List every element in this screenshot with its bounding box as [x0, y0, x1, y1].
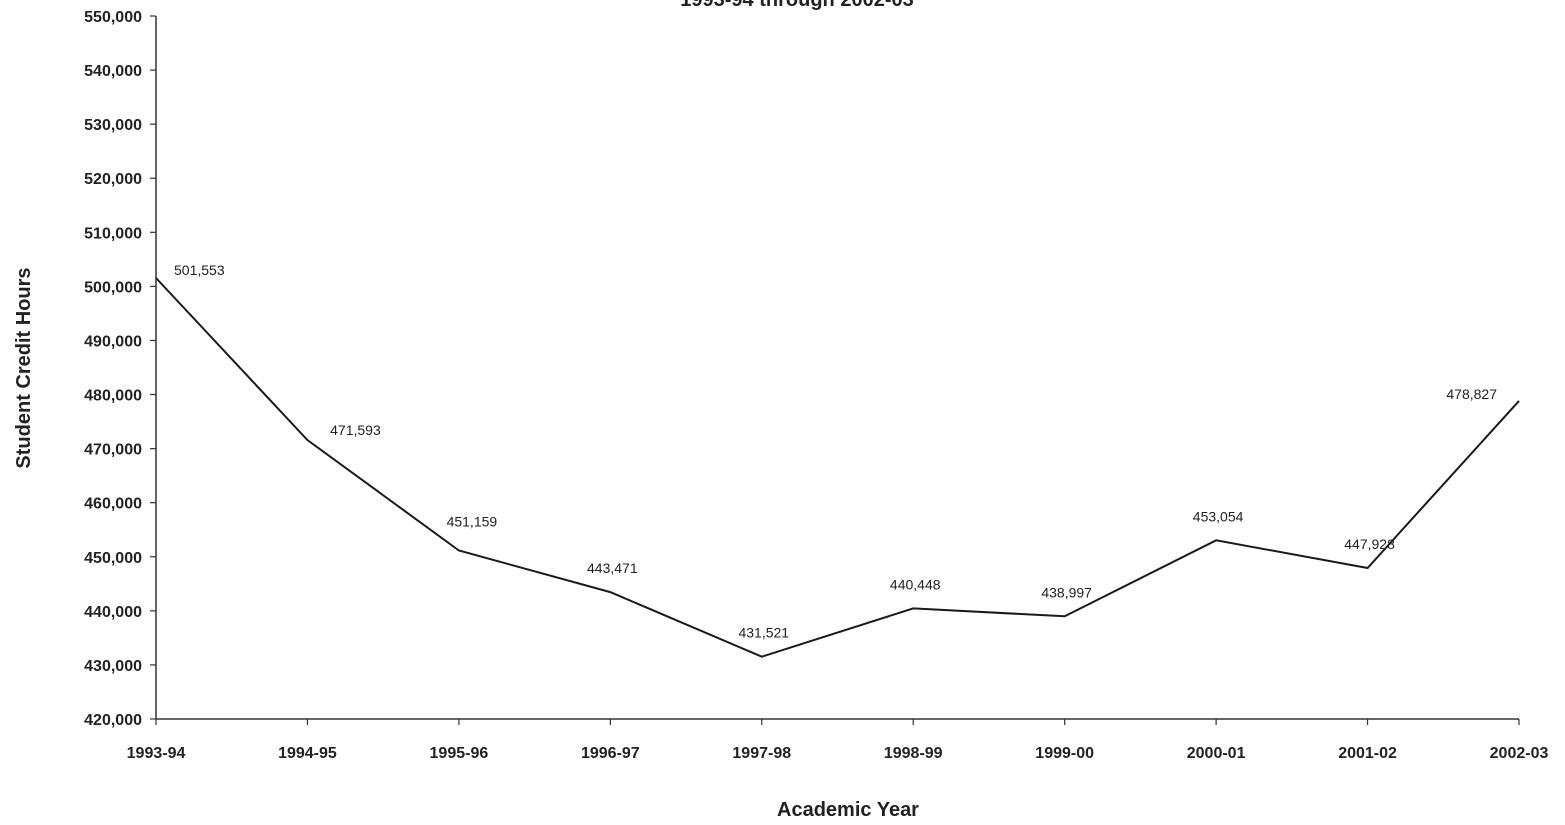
y-tick-label: 460,000: [84, 496, 142, 513]
x-tick-label: 1999-00: [1035, 745, 1094, 762]
x-tick-label: 2000-01: [1187, 745, 1246, 762]
data-label: 501,553: [174, 262, 225, 278]
data-label: 471,593: [330, 422, 381, 438]
data-label: 440,448: [890, 576, 941, 592]
data-label: 447,928: [1344, 536, 1395, 552]
y-tick-label: 430,000: [84, 658, 142, 675]
data-label: 443,471: [587, 560, 638, 576]
x-tick-label: 2002-03: [1490, 745, 1549, 762]
x-tick-label: 1996-97: [581, 745, 640, 762]
y-tick-label: 450,000: [84, 550, 142, 567]
data-label: 431,521: [738, 625, 789, 641]
x-tick-label: 1998-99: [884, 745, 943, 762]
y-tick-label: 550,000: [84, 9, 142, 26]
data-label: 451,159: [447, 514, 498, 530]
y-tick-label: 490,000: [84, 333, 142, 350]
x-tick-label: 1995-96: [430, 745, 489, 762]
y-tick-label: 470,000: [84, 442, 142, 459]
x-axis-title: Academic Year: [777, 799, 919, 821]
data-label: 478,827: [1446, 386, 1497, 402]
x-tick-label: 2001-02: [1338, 745, 1397, 762]
y-tick-label: 520,000: [84, 171, 142, 188]
y-tick-label: 510,000: [84, 225, 142, 242]
y-tick-label: 440,000: [84, 604, 142, 621]
y-tick-label: 500,000: [84, 279, 142, 296]
y-tick-label: 420,000: [84, 712, 142, 729]
series-line: [155, 277, 1520, 658]
x-tick-label: 1994-95: [278, 745, 337, 762]
y-axis-ticks: 420,000 430,000 440,000 450,000 460,000 470,0…: [84, 9, 156, 729]
data-label: 453,054: [1193, 508, 1244, 524]
chart-title: 1993-94 through 2002-03: [680, 0, 913, 11]
data-label: 438,997: [1041, 584, 1092, 600]
y-tick-label: 530,000: [84, 117, 142, 134]
y-tick-label: 540,000: [84, 63, 142, 80]
x-tick-label: 1993-94: [127, 745, 186, 762]
y-tick-label: 480,000: [84, 388, 142, 405]
x-axis-ticks: 1993-94 1994-95 1995-96 1996-97 1997-98 1998-…: [127, 719, 1549, 762]
y-axis-title: Student Credit Hours: [13, 267, 35, 468]
data-labels: 501,553 471,593 451,159 443,471 431,521 440,4…: [174, 262, 1497, 641]
x-tick-label: 1997-98: [732, 745, 791, 762]
